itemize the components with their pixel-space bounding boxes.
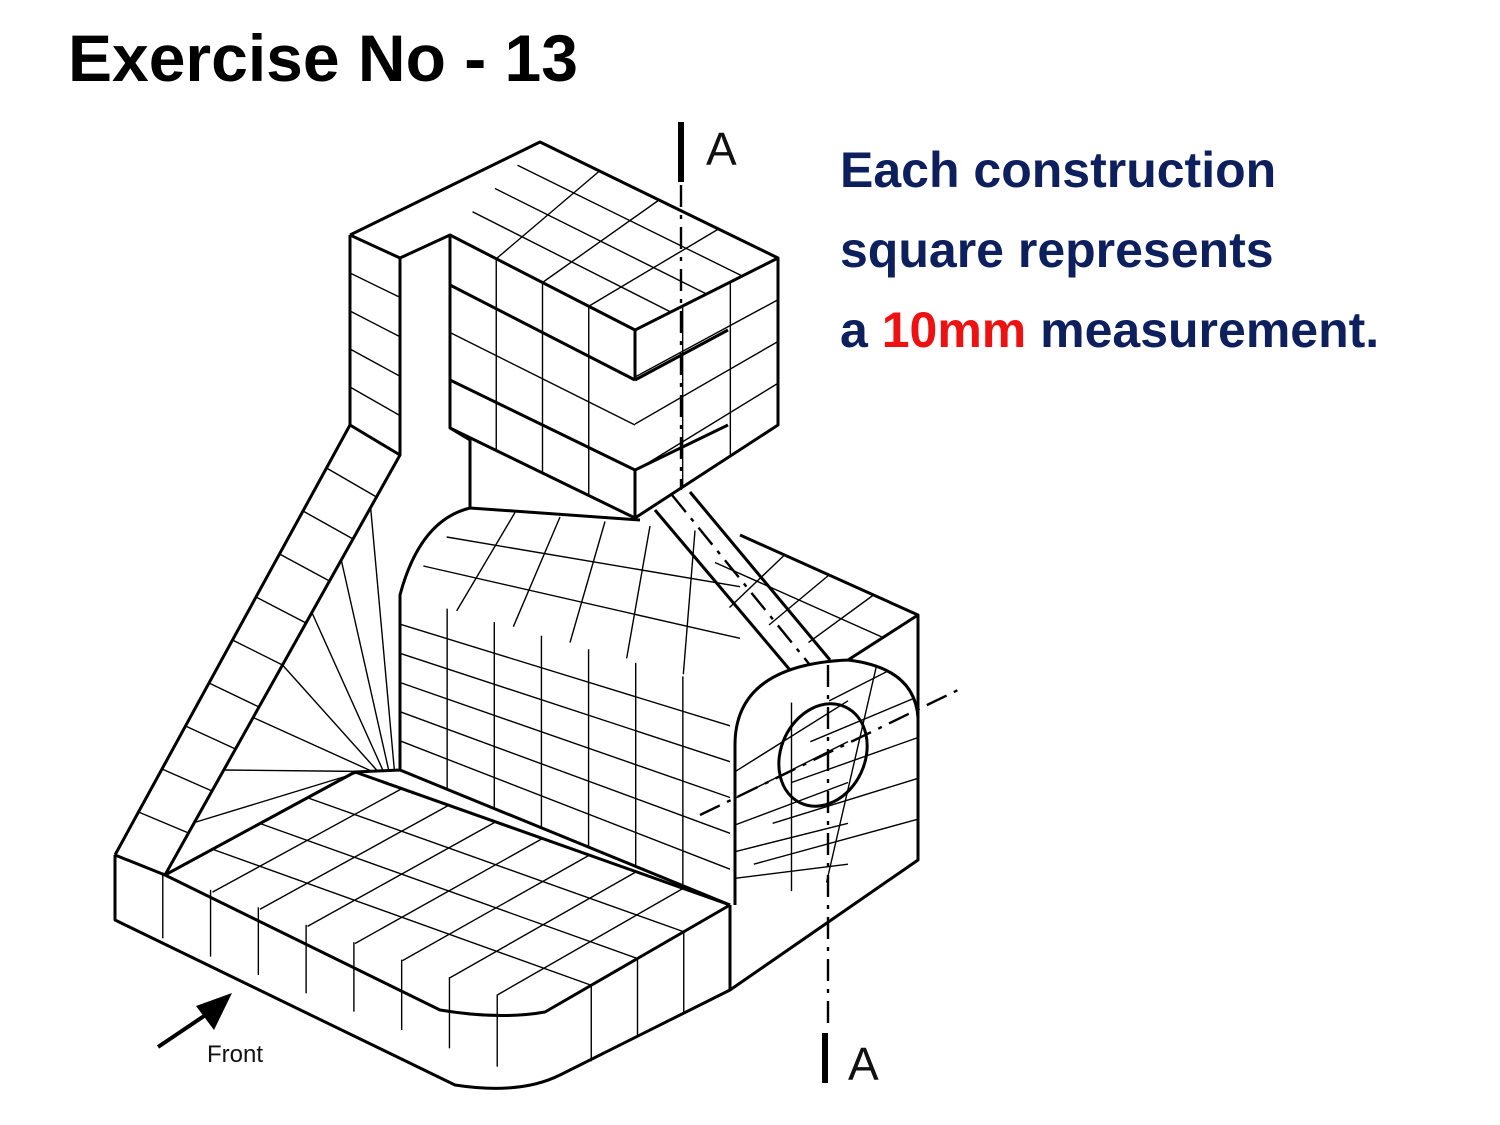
horizontal-center-line bbox=[699, 688, 959, 817]
scale-note-highlight: 10mm bbox=[881, 302, 1027, 358]
grid-line bbox=[497, 887, 684, 996]
grid-line bbox=[208, 682, 260, 708]
grid-line bbox=[311, 612, 384, 772]
scale-note-prefix: a bbox=[840, 302, 882, 358]
grid-line bbox=[232, 639, 283, 666]
grid-line bbox=[402, 854, 590, 962]
outline bbox=[113, 140, 920, 1090]
grid-line bbox=[828, 660, 918, 702]
section-label-top: A bbox=[706, 123, 737, 175]
back-wall-outline bbox=[354, 506, 731, 907]
grid-line bbox=[369, 507, 396, 771]
grid-line bbox=[569, 521, 606, 643]
grid-line bbox=[138, 811, 189, 834]
grid-line bbox=[279, 553, 330, 582]
construction-grid bbox=[138, 164, 918, 1067]
grid-line bbox=[588, 228, 719, 307]
grid-line bbox=[634, 340, 779, 425]
grid-line bbox=[399, 711, 731, 834]
arm-center-line bbox=[671, 494, 811, 666]
grid-line bbox=[399, 681, 731, 799]
grid-line bbox=[185, 725, 236, 750]
grid-line bbox=[349, 272, 401, 299]
front-arrow bbox=[156, 993, 232, 1049]
scale-note-line-3: a 10mm measurement. bbox=[840, 290, 1379, 370]
grid-line bbox=[399, 652, 731, 763]
grid-line bbox=[735, 781, 849, 826]
grid-line bbox=[714, 561, 884, 639]
top-block-outline bbox=[349, 140, 780, 520]
grid-line bbox=[255, 596, 307, 624]
grid-line bbox=[542, 199, 660, 284]
scale-note-line-2: square represents bbox=[840, 222, 1274, 278]
center-lines bbox=[671, 185, 959, 1030]
grid-line bbox=[212, 788, 403, 893]
grid-line bbox=[399, 740, 731, 870]
grid-line bbox=[281, 664, 379, 772]
scale-note-suffix: measurement. bbox=[1026, 302, 1380, 358]
grid-line bbox=[634, 299, 779, 378]
grid-line bbox=[307, 821, 496, 927]
grid-line bbox=[340, 559, 390, 771]
grid-line bbox=[634, 382, 779, 472]
grid-line bbox=[349, 310, 401, 338]
grid-line bbox=[252, 716, 373, 772]
grid-line bbox=[753, 818, 918, 865]
grid-line bbox=[772, 777, 918, 825]
grid-line bbox=[161, 768, 213, 792]
arm-outline bbox=[653, 491, 832, 671]
scale-note: Each construction square represents a 10… bbox=[840, 130, 1379, 370]
grid-line bbox=[326, 467, 377, 498]
grid-line bbox=[259, 804, 450, 910]
grid-line bbox=[791, 736, 918, 784]
grid-line bbox=[399, 623, 731, 727]
grid-line bbox=[349, 348, 401, 377]
front-label: Front bbox=[207, 1041, 263, 1068]
grid-line bbox=[223, 769, 367, 773]
grid-line bbox=[446, 536, 741, 588]
grid-line bbox=[495, 170, 600, 260]
grid-line bbox=[810, 696, 918, 743]
grid-line bbox=[625, 525, 651, 659]
section-marks bbox=[678, 122, 828, 1083]
hole-outline bbox=[777, 702, 869, 808]
grid-line bbox=[423, 565, 741, 640]
grid-line bbox=[512, 516, 561, 627]
grid-line bbox=[302, 510, 354, 540]
grid-line bbox=[449, 871, 637, 979]
grid-line bbox=[354, 837, 543, 945]
grid-line bbox=[449, 331, 636, 426]
page-title: Exercise No - 13 bbox=[68, 21, 578, 95]
section-label-bottom: A bbox=[848, 1038, 879, 1090]
grid-line bbox=[194, 771, 361, 824]
grid-line bbox=[456, 512, 516, 612]
grid-line bbox=[349, 386, 401, 417]
rib-outline bbox=[113, 235, 402, 876]
grid-line bbox=[735, 822, 849, 853]
scale-note-line-1: Each construction bbox=[840, 142, 1277, 198]
right-block-outline bbox=[729, 533, 920, 992]
